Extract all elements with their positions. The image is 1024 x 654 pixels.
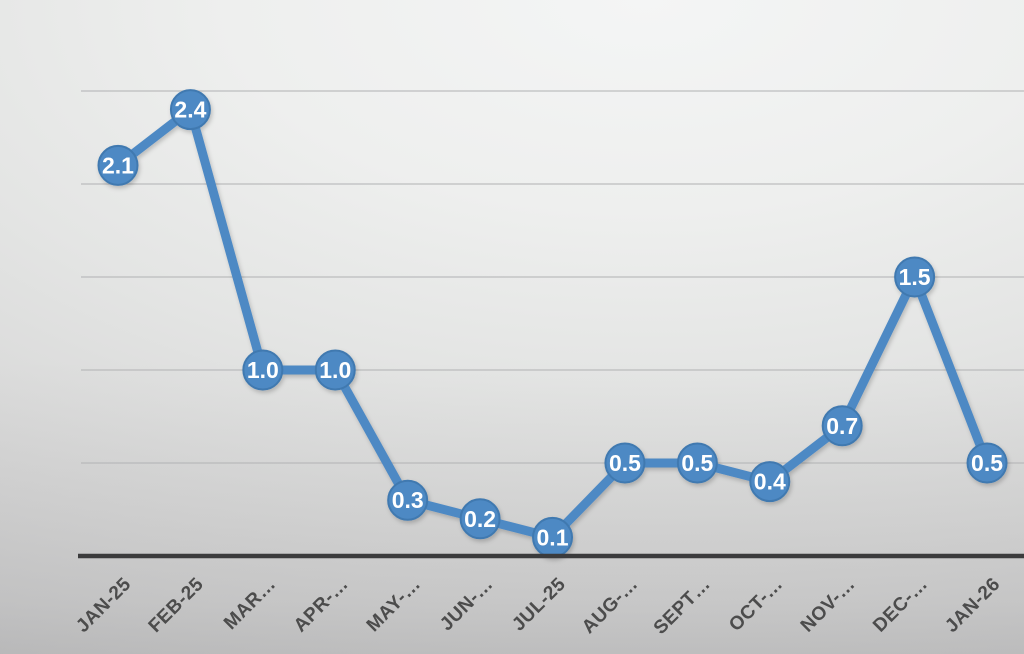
x-axis-label: MAY-… xyxy=(363,574,425,636)
data-point-marker xyxy=(97,144,139,186)
data-point-marker xyxy=(676,442,718,484)
data-point-marker xyxy=(169,89,211,131)
x-axis-label: NOV-… xyxy=(797,574,860,637)
x-axis-label: JAN-26 xyxy=(941,574,1004,637)
x-axis-label: JUN-… xyxy=(436,574,497,635)
data-point-marker xyxy=(821,405,863,447)
data-point-label: 2.1 xyxy=(102,152,134,178)
data-point-label: 0.5 xyxy=(971,450,1003,476)
data-point-label: 0.1 xyxy=(537,524,569,550)
data-point-label: 0.3 xyxy=(392,487,424,513)
x-axis-label: JAN-25 xyxy=(72,574,135,637)
data-point-marker xyxy=(966,442,1008,484)
data-point-label: 1.5 xyxy=(899,264,931,290)
x-axis-label: AUG-… xyxy=(578,574,642,638)
data-point-label: 0.4 xyxy=(754,469,786,495)
x-axis-label: MAR… xyxy=(220,574,280,634)
data-series xyxy=(97,89,1008,558)
data-point-marker xyxy=(387,479,429,521)
x-axis-label: DEC-… xyxy=(869,574,932,637)
data-point-marker xyxy=(604,442,646,484)
data-point-marker xyxy=(314,349,356,391)
x-axis-label: APR-… xyxy=(290,574,353,637)
data-point-label: 0.5 xyxy=(681,450,713,476)
series-line xyxy=(113,105,992,542)
data-point-label: 0.2 xyxy=(464,506,496,532)
data-point-marker xyxy=(459,498,501,540)
x-axis-label: OCT-… xyxy=(725,574,787,636)
data-point-label: 0.5 xyxy=(609,450,641,476)
data-point-label: 1.0 xyxy=(319,357,351,383)
x-axis-label: SEPT… xyxy=(650,574,715,639)
data-point-label: 2.4 xyxy=(174,97,206,123)
data-point-marker xyxy=(749,461,791,503)
data-point-label: 0.7 xyxy=(826,413,858,439)
x-axis-label: JUL-25 xyxy=(508,574,570,636)
data-point-marker xyxy=(242,349,284,391)
data-point-label: 1.0 xyxy=(247,357,279,383)
x-axis-label: FEB-25 xyxy=(145,574,208,637)
data-point-marker xyxy=(894,256,936,298)
